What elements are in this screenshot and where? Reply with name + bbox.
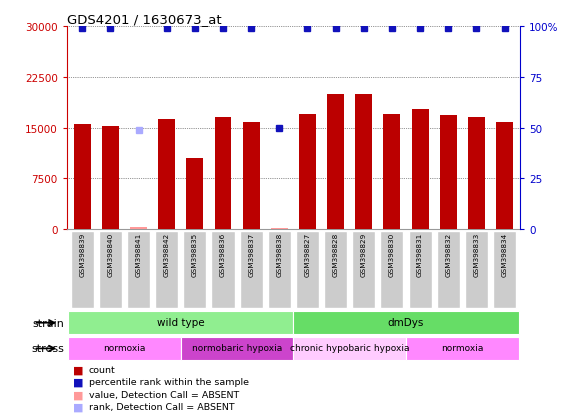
Bar (406, 337, 519, 360)
Text: GSM398833: GSM398833 (474, 232, 479, 276)
FancyBboxPatch shape (296, 231, 319, 309)
Text: normobaric hypoxia: normobaric hypoxia (192, 344, 282, 353)
FancyBboxPatch shape (211, 231, 235, 309)
Text: GSM398827: GSM398827 (304, 232, 310, 276)
Text: GSM398834: GSM398834 (501, 232, 508, 276)
Bar (74, 125, 91, 230)
Bar (68, 311, 293, 335)
FancyBboxPatch shape (465, 231, 488, 309)
Bar (130, 228, 147, 230)
Text: GSM398832: GSM398832 (445, 232, 451, 276)
Bar (327, 95, 344, 230)
Bar (411, 109, 429, 230)
Text: dmDys: dmDys (388, 318, 424, 328)
Text: ■: ■ (73, 402, 83, 412)
Bar (299, 115, 316, 230)
Text: GSM398836: GSM398836 (220, 232, 226, 276)
Bar (181, 337, 293, 360)
Text: stress: stress (31, 344, 64, 354)
FancyBboxPatch shape (408, 231, 432, 309)
Text: GSM398838: GSM398838 (277, 232, 282, 276)
Bar (468, 118, 485, 230)
Text: normoxia: normoxia (441, 344, 483, 353)
Text: GSM398829: GSM398829 (361, 232, 367, 276)
Text: GSM398835: GSM398835 (192, 232, 198, 276)
Bar (68, 337, 181, 360)
Text: strain: strain (32, 318, 64, 328)
Bar (102, 127, 119, 230)
Bar (293, 311, 519, 335)
Text: normoxia: normoxia (103, 344, 146, 353)
FancyBboxPatch shape (71, 231, 94, 309)
Bar (187, 159, 203, 230)
FancyBboxPatch shape (352, 231, 375, 309)
FancyBboxPatch shape (437, 231, 460, 309)
Bar (243, 123, 260, 230)
Text: GSM398841: GSM398841 (135, 232, 142, 276)
Text: GSM398839: GSM398839 (79, 232, 85, 276)
Bar (496, 123, 513, 230)
FancyBboxPatch shape (127, 231, 150, 309)
Text: GSM398830: GSM398830 (389, 232, 395, 276)
Text: GSM398831: GSM398831 (417, 232, 423, 276)
Text: count: count (89, 365, 116, 374)
Text: chronic hypobaric hypoxia: chronic hypobaric hypoxia (290, 344, 410, 353)
Text: ■: ■ (73, 389, 83, 399)
Text: GSM398840: GSM398840 (107, 232, 113, 276)
FancyBboxPatch shape (493, 231, 516, 309)
Text: GDS4201 / 1630673_at: GDS4201 / 1630673_at (67, 13, 221, 26)
Text: wild type: wild type (157, 318, 205, 328)
Text: GSM398837: GSM398837 (248, 232, 254, 276)
Bar (383, 115, 400, 230)
Bar (293, 337, 406, 360)
Text: GSM398828: GSM398828 (333, 232, 339, 276)
Bar (356, 95, 372, 230)
FancyBboxPatch shape (239, 231, 263, 309)
FancyBboxPatch shape (268, 231, 291, 309)
Bar (440, 116, 457, 230)
Text: rank, Detection Call = ABSENT: rank, Detection Call = ABSENT (89, 402, 235, 411)
Bar (271, 228, 288, 230)
Text: percentile rank within the sample: percentile rank within the sample (89, 377, 249, 387)
Bar (158, 120, 175, 230)
FancyBboxPatch shape (184, 231, 206, 309)
FancyBboxPatch shape (155, 231, 178, 309)
Text: ■: ■ (73, 377, 83, 387)
Text: GSM398842: GSM398842 (164, 232, 170, 276)
FancyBboxPatch shape (324, 231, 347, 309)
Text: ■: ■ (73, 365, 83, 375)
Bar (214, 118, 231, 230)
FancyBboxPatch shape (99, 231, 122, 309)
Text: value, Detection Call = ABSENT: value, Detection Call = ABSENT (89, 390, 239, 399)
FancyBboxPatch shape (381, 231, 403, 309)
